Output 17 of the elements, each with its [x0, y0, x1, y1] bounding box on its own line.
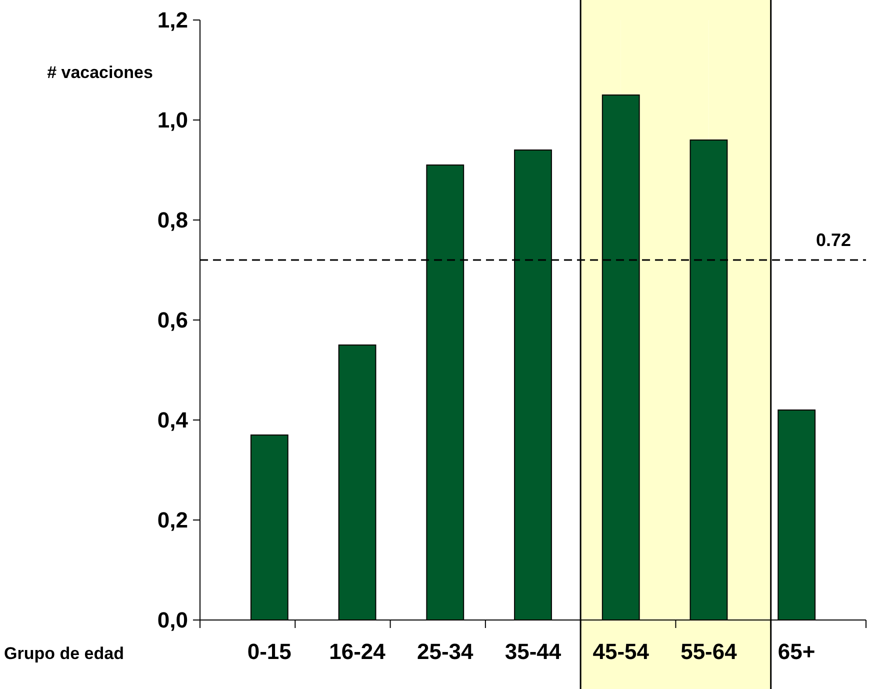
x-tick-label: 16-24 — [329, 639, 386, 664]
y-tick-label: 1,0 — [157, 108, 188, 133]
x-tick-label: 0-15 — [247, 639, 292, 664]
y-tick-label: 0,2 — [157, 508, 188, 533]
x-tick-label: 65+ — [778, 639, 816, 664]
x-tick-label: 45-54 — [592, 639, 650, 664]
ref-line-label: 0.72 — [816, 230, 851, 250]
y-tick-label: 1,2 — [157, 8, 188, 33]
y-axis-title: # vacaciones — [47, 63, 153, 82]
x-axis-title: Grupo de edad — [4, 644, 124, 663]
y-tick-label: 0,8 — [157, 208, 188, 233]
y-tick-label: 0,0 — [157, 608, 188, 633]
y-tick-label: 0,4 — [157, 408, 189, 433]
x-tick-label: 55-64 — [680, 639, 738, 664]
y-tick-label: 0,6 — [157, 308, 188, 333]
x-tick-label: 35-44 — [504, 639, 562, 664]
x-tick-label: 25-34 — [416, 639, 474, 664]
